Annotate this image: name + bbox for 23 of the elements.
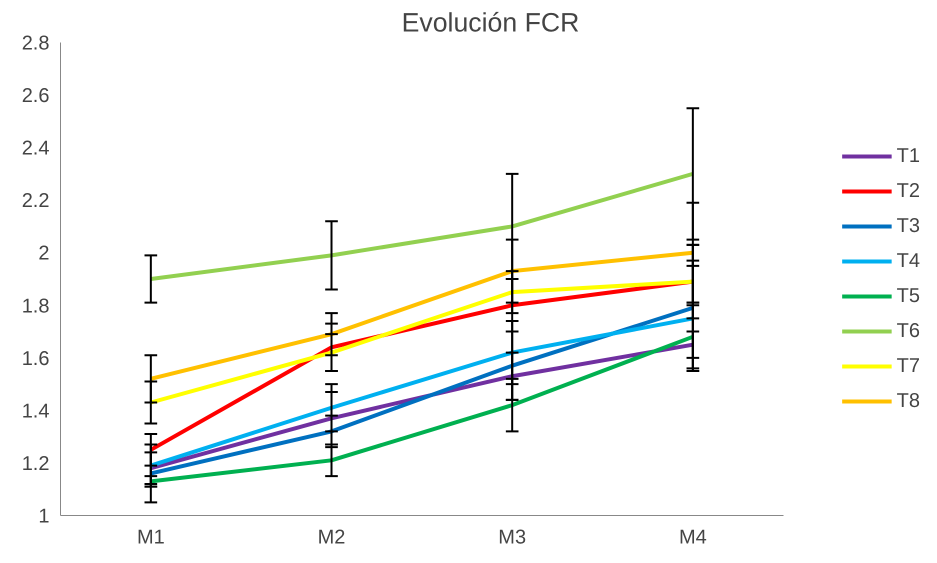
legend-label: T8 [896, 390, 920, 412]
y-tick-label: 2.6 [22, 85, 50, 108]
y-tick-label: 2.8 [22, 32, 50, 54]
y-tick-label: 1.4 [22, 400, 50, 422]
y-tick-label: 1.8 [22, 295, 50, 318]
legend-label: T2 [896, 180, 920, 202]
y-tick-label: 1.2 [22, 452, 50, 475]
legend-label: T6 [896, 320, 920, 342]
x-tick-label: M3 [498, 526, 526, 548]
y-tick-label: 2.2 [22, 190, 50, 212]
x-tick-label: M1 [136, 526, 165, 548]
legend-label: T1 [896, 144, 920, 168]
legend-label: T7 [896, 354, 920, 378]
legend-label: T3 [896, 214, 920, 238]
x-tick-label: M4 [678, 526, 707, 548]
legend-label: T4 [896, 250, 920, 272]
legend-label: T5 [896, 284, 920, 308]
y-tick-label: 1 [38, 506, 50, 528]
chart-title: Evolución FCR [402, 8, 580, 38]
y-tick-label: 2 [38, 242, 50, 265]
y-tick-label: 1.6 [22, 348, 50, 370]
x-tick-label: M2 [318, 526, 346, 548]
y-tick-label: 2.4 [22, 138, 50, 160]
